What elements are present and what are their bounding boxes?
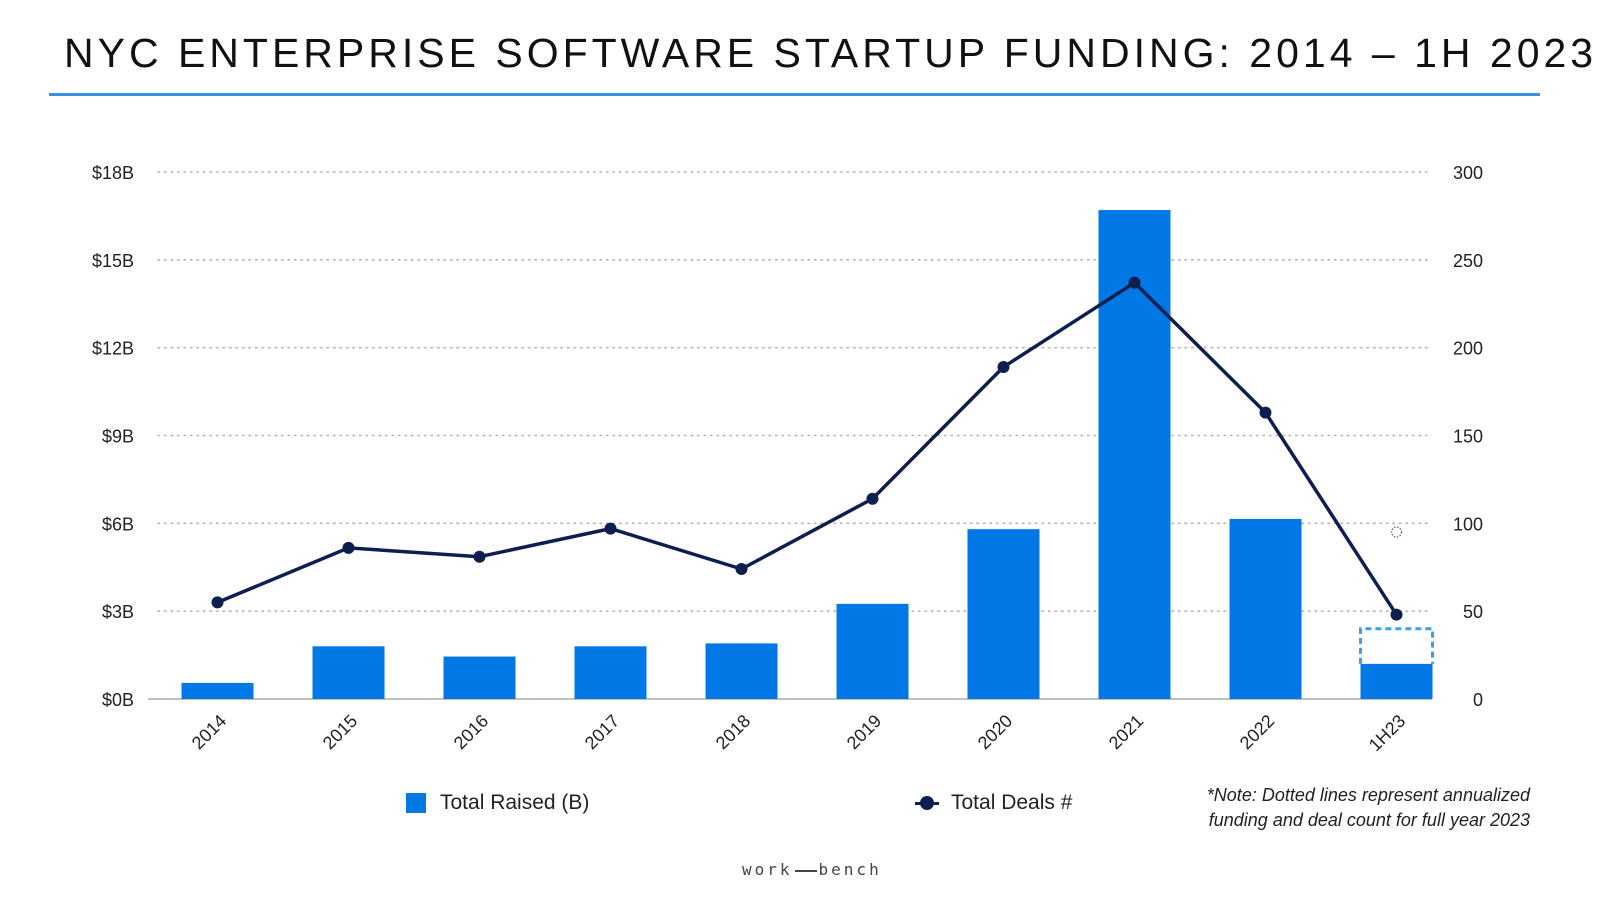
legend-bar-swatch — [406, 793, 426, 813]
left-tick-label: $6B — [102, 514, 134, 534]
workbench-logo: work bench — [742, 860, 882, 879]
bar-2020 — [967, 529, 1040, 699]
bar-2021 — [1098, 210, 1171, 700]
deals-point-2016 — [473, 550, 486, 563]
bars — [181, 210, 1433, 700]
chart-title: NYC ENTERPRISE SOFTWARE STARTUP FUNDING:… — [64, 30, 1598, 76]
right-tick-label: 50 — [1463, 602, 1483, 622]
deals-point-2021 — [1128, 276, 1141, 289]
right-tick-label: 150 — [1453, 427, 1483, 447]
deals-point-2018 — [735, 563, 748, 576]
deals-line-path — [216, 280, 1398, 616]
legend-total-deals-label: Total Deals # — [951, 791, 1073, 814]
x-label-2016: 2016 — [450, 711, 492, 753]
annualized-note: *Note: Dotted lines represent annualized… — [1170, 783, 1530, 833]
bar-2017 — [574, 646, 647, 699]
right-tick-label: 100 — [1453, 514, 1483, 534]
legend-total-raised: Total Raised (B) — [406, 791, 589, 815]
left-axis-ticks: $0B $3B $6B $9B $12B $15B $18B — [92, 163, 134, 710]
annualized-markers — [1359, 526, 1434, 664]
logo-left-text: work — [742, 860, 793, 879]
deals-point-2022 — [1259, 406, 1272, 419]
logo-right-text: bench — [818, 860, 882, 879]
bar-1H23 — [1360, 663, 1433, 699]
left-tick-label: $18B — [92, 163, 134, 183]
bar-2016 — [443, 656, 516, 699]
deals-point-2015 — [342, 541, 355, 554]
deals-point-2014 — [211, 596, 224, 609]
deals-point-1H23 — [1390, 608, 1403, 621]
title-divider — [49, 93, 1540, 96]
right-axis-ticks: 0 50 100 150 200 250 300 — [1453, 163, 1483, 710]
left-tick-label: $0B — [102, 690, 134, 710]
legend-total-raised-label: Total Raised (B) — [440, 791, 590, 814]
bar-2022 — [1229, 518, 1302, 699]
x-label-2018: 2018 — [712, 711, 754, 753]
left-tick-label: $9B — [102, 427, 134, 447]
right-tick-label: 200 — [1453, 339, 1483, 359]
x-label-2017: 2017 — [581, 711, 623, 753]
right-tick-label: 0 — [1473, 690, 1483, 710]
legend-line-swatch — [915, 793, 939, 813]
bar-2014 — [181, 682, 254, 699]
left-tick-label: $15B — [92, 251, 134, 271]
bar-2019 — [836, 603, 909, 699]
x-label-2022: 2022 — [1236, 711, 1278, 753]
annualized-bar-outline — [1359, 627, 1434, 664]
x-label-2020: 2020 — [974, 711, 1016, 753]
deals-point-2017 — [604, 522, 617, 535]
x-label-2019: 2019 — [843, 711, 885, 753]
x-label-2021: 2021 — [1105, 711, 1147, 753]
deals-point-2019 — [866, 492, 879, 505]
x-label-2014: 2014 — [188, 711, 230, 753]
deals-line — [211, 276, 1403, 621]
right-tick-label: 300 — [1453, 163, 1483, 183]
x-axis-labels: 2014 2015 2016 2017 2018 2019 2020 2021 2022 1H23 — [188, 711, 1409, 756]
bar-2018 — [705, 643, 778, 699]
x-label-1H23: 1H23 — [1365, 711, 1410, 756]
x-label-2015: 2015 — [319, 711, 361, 753]
bar-2015 — [312, 646, 385, 699]
note-line-1: *Note: Dotted lines represent annualized — [1206, 785, 1530, 805]
left-tick-label: $3B — [102, 602, 134, 622]
logo-dash — [794, 869, 817, 872]
deals-point-2020 — [997, 360, 1010, 373]
note-line-2: funding and deal count for full year 202… — [1208, 810, 1530, 830]
right-tick-label: 250 — [1453, 251, 1483, 271]
legend-total-deals: Total Deals # — [915, 791, 1072, 815]
annualized-deals-point — [1390, 526, 1403, 538]
left-tick-label: $12B — [92, 339, 134, 359]
